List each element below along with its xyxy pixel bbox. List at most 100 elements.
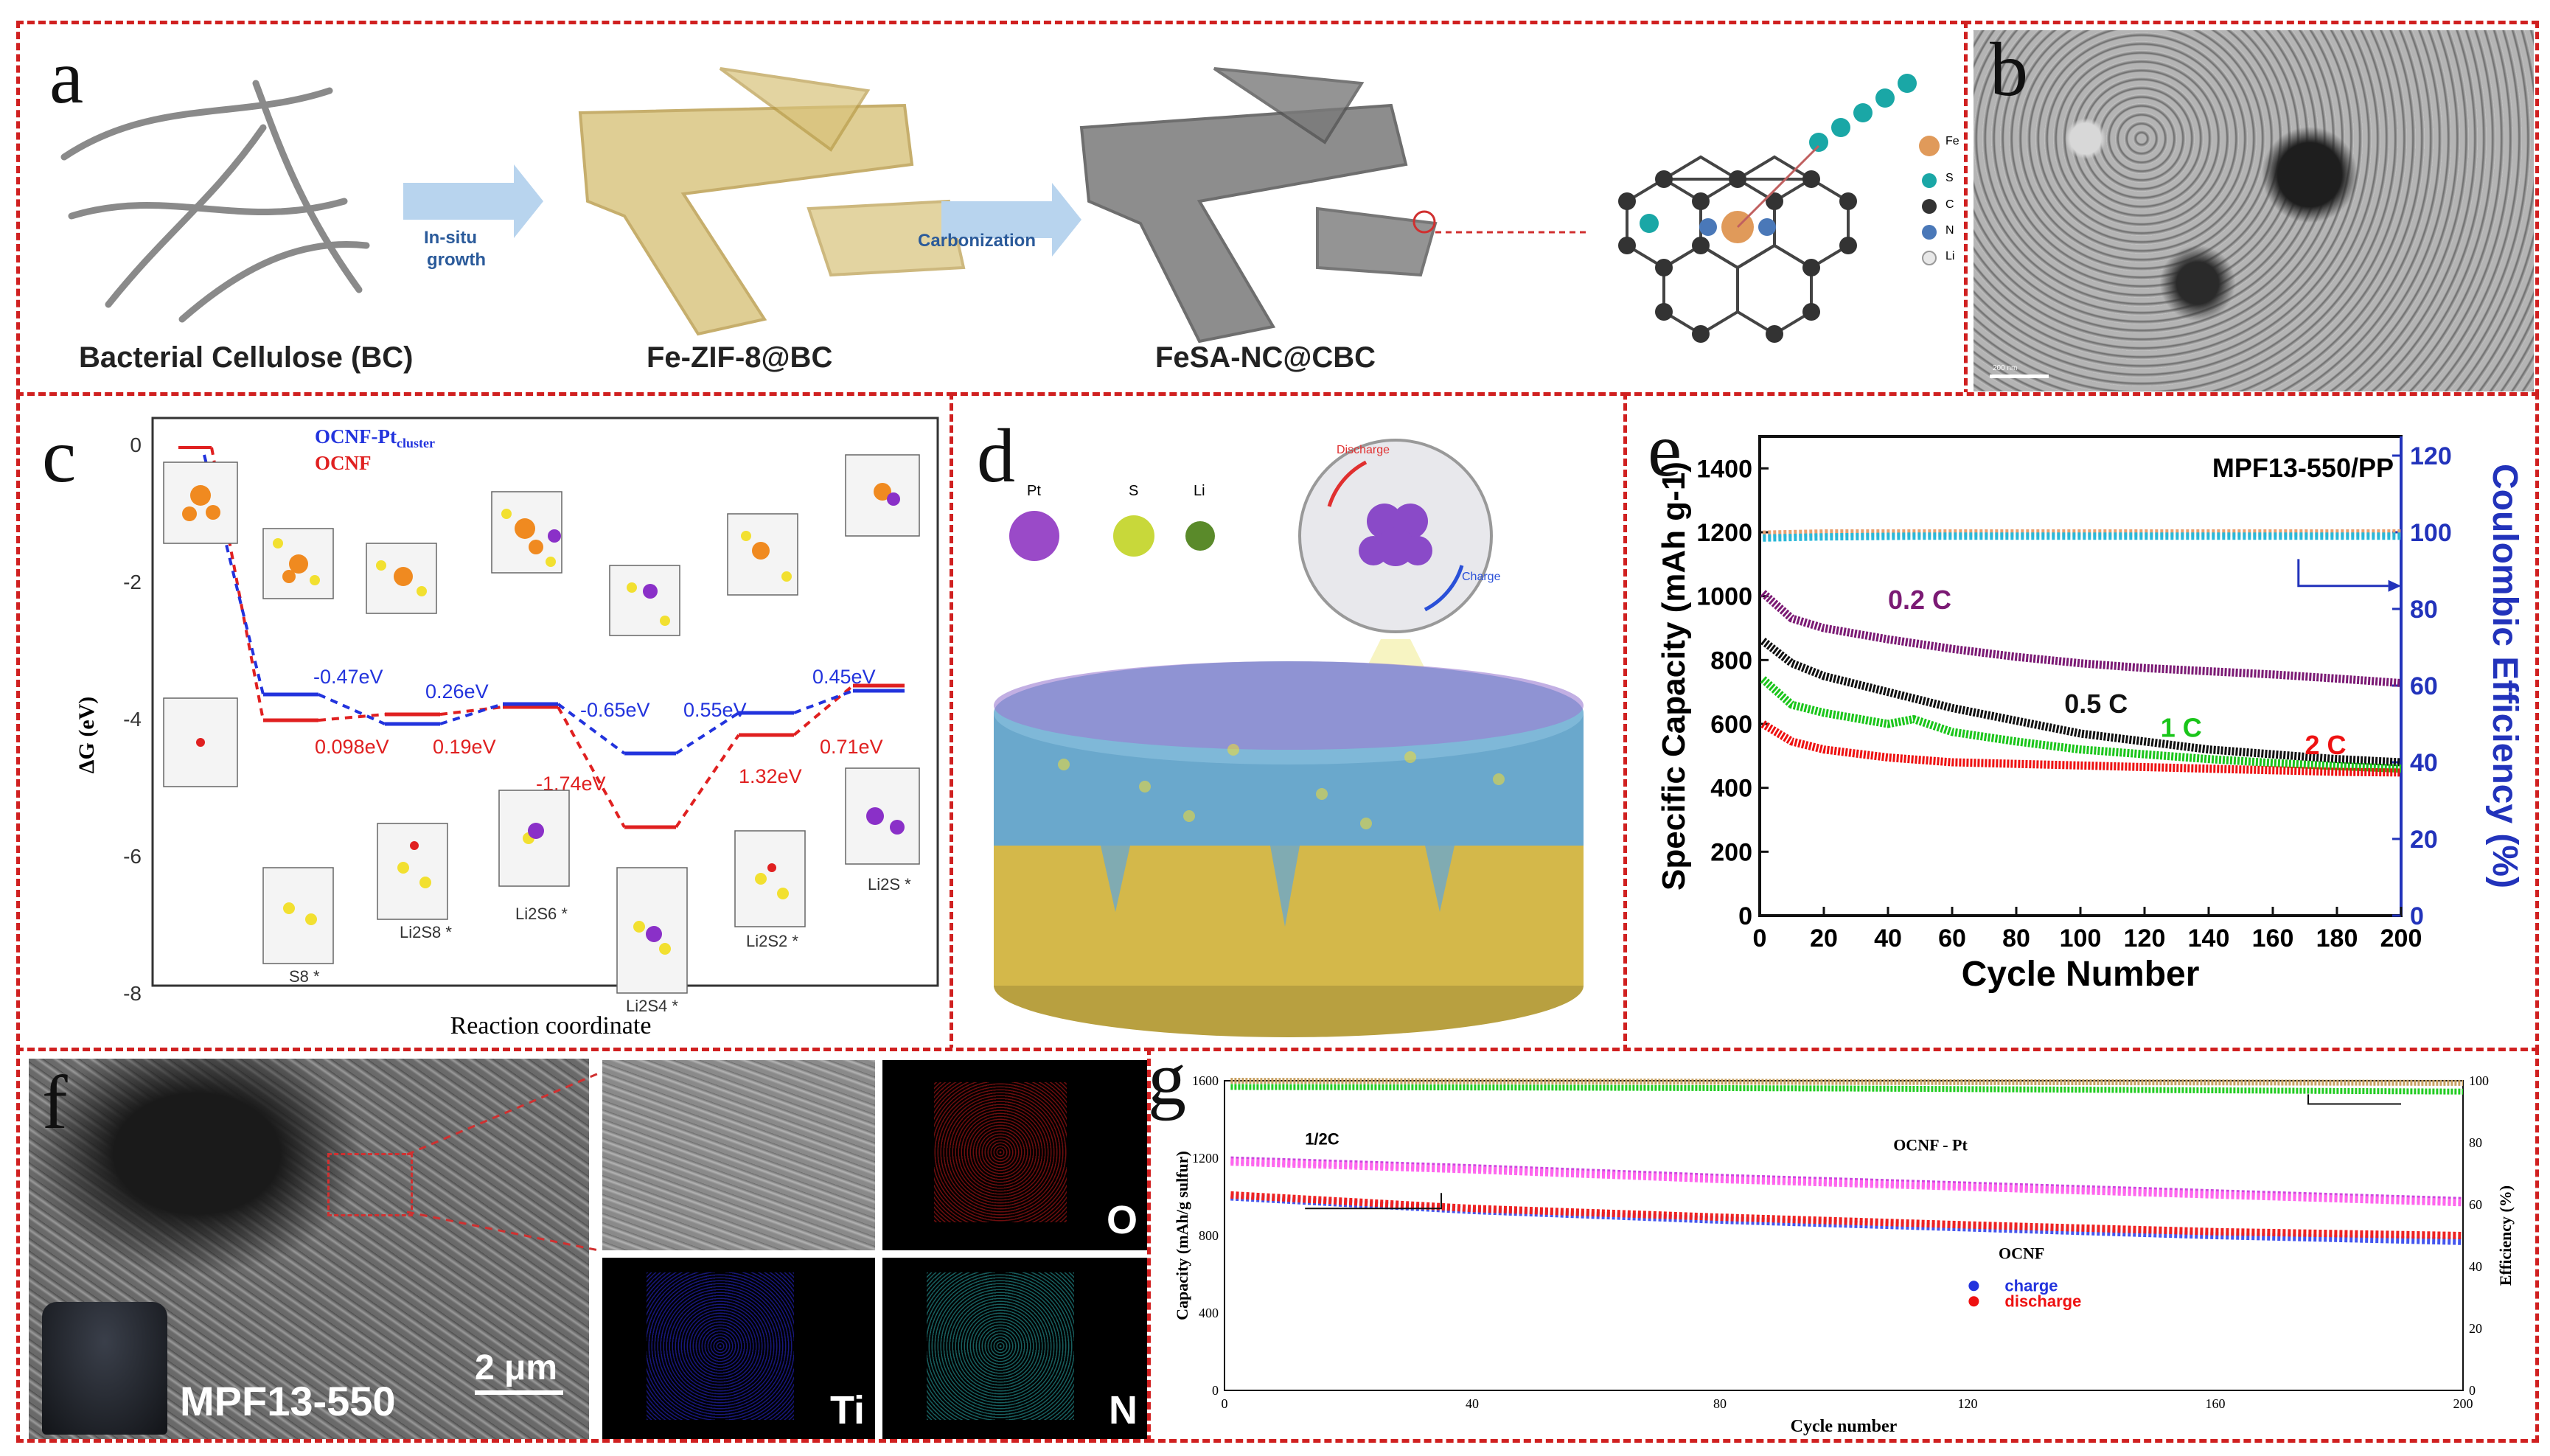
- li-atom-icon: [1185, 521, 1215, 551]
- blue-energy-3: -0.65eV: [580, 699, 650, 721]
- chart-g-y2tick-3: 60: [2469, 1197, 2482, 1212]
- chart-e-y2label: Coulombic Efficiency (%): [2485, 464, 2524, 888]
- chart-g-legend-discharge-marker: [1968, 1296, 1979, 1307]
- chart-e-y2tick-6: 120: [2410, 442, 2452, 470]
- sample-label: MPF13-550: [180, 1378, 396, 1424]
- species-s8: S8 *: [289, 967, 320, 986]
- chart-g: 0 400 800 1200 1600 0 20 40 60 80 100 0 40 80 120 160 20…: [1173, 1073, 2515, 1436]
- chart-e-series-line-0: [1760, 590, 2402, 688]
- blue-energy-1: -0.47eV: [313, 666, 383, 688]
- chart-g-rate-label: 1/2C: [1305, 1130, 1340, 1149]
- species-li2s2: Li2S2 *: [746, 932, 798, 950]
- chart-g-legend-charge: charge: [2004, 1276, 2058, 1295]
- arrow2-label: Carbonization: [918, 231, 1036, 251]
- chart-e-xtick-10: 200: [2380, 924, 2422, 952]
- fe-zif8-bc-illustration: [578, 67, 966, 336]
- blue-energy-4: 0.55eV: [683, 699, 747, 721]
- red-energy-5: 0.71eV: [820, 736, 883, 758]
- sem-image-f-main: MPF13-550 2 μm: [29, 1059, 589, 1439]
- chart-g-ytick-1: 400: [1199, 1306, 1219, 1320]
- chart-g-xtick-1: 40: [1466, 1396, 1479, 1411]
- panel-c-ylabel: ΔG (eV): [74, 697, 99, 774]
- species-li2s8: Li2S8 *: [400, 923, 452, 941]
- panel-a-schematic: [60, 67, 1940, 344]
- panel-a-atom-legend: [1919, 136, 1940, 265]
- ytick-m6: -6: [123, 845, 142, 868]
- arrow1-label-bottom: growth: [427, 250, 486, 270]
- chart-e-xtick-9: 180: [2316, 924, 2358, 952]
- chart-e-xtick-0: 0: [1753, 924, 1767, 952]
- panel-b: 200 nm b: [1964, 21, 2539, 397]
- species-li2s: Li2S *: [868, 875, 911, 894]
- chart-e: 0200400600800100012001400020406080100120…: [1656, 435, 2524, 994]
- chart-e-series-label-3: 2 C: [2305, 730, 2347, 760]
- chart-e-ytick-0: 0: [1738, 902, 1752, 930]
- chart-g-ytick-2: 800: [1199, 1228, 1219, 1243]
- chart-e-xtick-1: 20: [1810, 924, 1838, 952]
- chart-e-y2tick-0: 0: [2410, 902, 2424, 930]
- chart-e-xtick-5: 100: [2060, 924, 2102, 952]
- chart-e-title: MPF13-550/PP: [2212, 453, 2394, 483]
- legend-pt: Pt: [1027, 483, 1041, 499]
- chart-e-ytick-1: 200: [1710, 838, 1752, 866]
- panel-f-label: f: [42, 1060, 68, 1145]
- eds-map-ti: Ti: [602, 1258, 875, 1439]
- ytick-m4: -4: [123, 708, 142, 731]
- chart-e-series-label-0: 0.2 C: [1888, 585, 1951, 615]
- charge-label: Charge: [1462, 571, 1501, 583]
- zoom-circle: [1412, 210, 1436, 234]
- sample-photo: [42, 1302, 167, 1435]
- cellulose-fibers-illustration: [60, 80, 370, 323]
- zoom-connector-lines: [406, 1072, 599, 1252]
- ytick-m2: -2: [123, 571, 142, 593]
- panel-c-xlabel: Reaction coordinate: [450, 1012, 652, 1039]
- chart-g-xtick-5: 200: [2453, 1396, 2473, 1411]
- panel-e-label: e: [1648, 408, 1682, 492]
- legend-li: Li: [1945, 250, 1955, 262]
- panel-b-label: b: [1990, 27, 2028, 112]
- chart-g-ylabel: Capacity (mAh/g sulfur): [1173, 1151, 1191, 1320]
- blue-energy-2: 0.26eV: [425, 680, 489, 703]
- chart-e-axis-arrow-head: [2388, 579, 2401, 592]
- legend-n: N: [1945, 224, 1954, 237]
- panel-g: g 0 400 800 1200 1600 0 20 40 60 80 100 0 40 80 120 160…: [1147, 1041, 2539, 1443]
- chart-e-ytick-4: 800: [1710, 647, 1752, 675]
- panel-d: d Discharge Charge Pt S Li: [950, 392, 1628, 1052]
- chart-g-legend-charge-marker: [1968, 1281, 1979, 1292]
- scalebar-f: [475, 1390, 563, 1395]
- arrow1-label-top: In-situ: [424, 228, 477, 248]
- chart-e-ylabel: Specific Capacity (mAh g-1): [1656, 461, 1692, 891]
- map-n-label: N: [1109, 1388, 1138, 1432]
- chart-g-y2tick-2: 40: [2469, 1259, 2482, 1274]
- legend-li-d: Li: [1194, 483, 1205, 499]
- chart-e-frame: [1758, 435, 2403, 917]
- species-li2s4: Li2S4 *: [626, 997, 678, 1015]
- ytick-0: 0: [130, 433, 142, 456]
- chart-e-ytick-5: 1000: [1696, 583, 1752, 611]
- chart-e-y2tick-2: 40: [2410, 749, 2438, 777]
- scalebar-b-label: 200 nm: [1993, 364, 2018, 372]
- discharge-label: Discharge: [1337, 444, 1390, 456]
- chart-e-ytick-7: 1400: [1696, 455, 1752, 483]
- panel-c-energy-diagram: 0 -2 -4 -6 -8 ΔG (eV) Reaction coordinat…: [74, 417, 939, 1039]
- s-atom-icon: [1113, 515, 1154, 557]
- chart-g-frame: [1224, 1080, 2464, 1391]
- legend-fe: Fe: [1945, 135, 1959, 147]
- step3-caption: FeSA-NC@CBC: [1155, 341, 1376, 374]
- panel-a-label: a: [49, 35, 84, 119]
- legend-ocnf: OCNF: [315, 452, 372, 474]
- arrow-in-situ-growth: [403, 164, 543, 238]
- map-ti-label: Ti: [829, 1388, 865, 1432]
- chart-g-left-arrow: [1305, 1193, 1442, 1210]
- step1-caption: Bacterial Cellulose (BC): [79, 341, 414, 374]
- chart-g-series-line-1: [1230, 1158, 2464, 1207]
- map-o-label: O: [1106, 1198, 1138, 1242]
- chart-e-y2tick-1: 20: [2410, 826, 2438, 854]
- arrow-carbonization: [941, 183, 1081, 257]
- chart-g-y2tick-5: 100: [2469, 1073, 2489, 1088]
- species-li2s6: Li2S6 *: [515, 905, 568, 923]
- chart-e-ytick-6: 1200: [1696, 519, 1752, 547]
- chart-e-xlabel: Cycle Number: [1962, 955, 2200, 994]
- pt-atom-icon: [1009, 511, 1059, 561]
- sulfur-chain: [1640, 74, 1917, 233]
